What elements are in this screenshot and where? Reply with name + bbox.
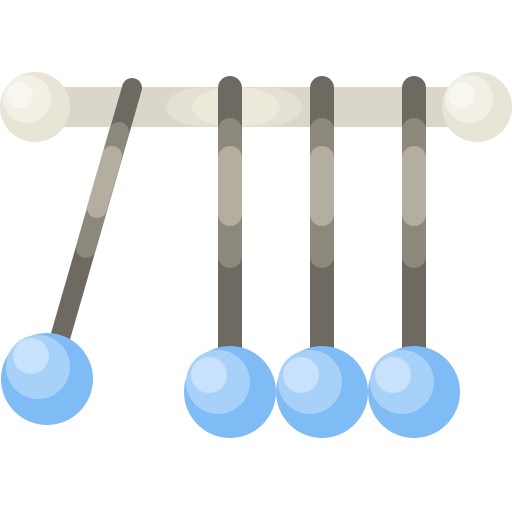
- bar-cap-right-shine: [449, 82, 475, 108]
- bar-cap-left-shine: [7, 82, 33, 108]
- ball-4-shine: [375, 357, 411, 393]
- ball-swinging-shine: [13, 338, 49, 374]
- ball-3-shine: [283, 357, 319, 393]
- ball-3: [276, 346, 368, 438]
- string-swinging: [48, 78, 142, 355]
- bar-cap-left: [0, 72, 70, 142]
- string-swinging-light: [87, 146, 122, 218]
- bar-cap-left-light: [3, 75, 51, 123]
- ball-4: [368, 346, 460, 438]
- ball-2-shine: [191, 357, 227, 393]
- ball-swinging: [1, 333, 93, 425]
- bar-cap-right: [442, 72, 512, 142]
- ball-2: [184, 346, 276, 438]
- bar-cap-right-light: [445, 75, 493, 123]
